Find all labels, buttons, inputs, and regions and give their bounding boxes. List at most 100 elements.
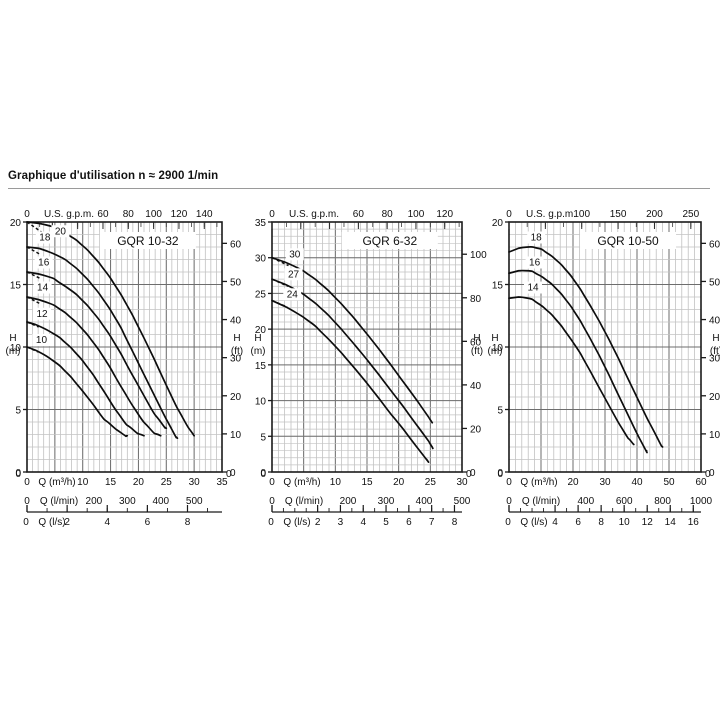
top-axis-tick-label: 0 bbox=[24, 209, 30, 220]
lmin-tick-label: 300 bbox=[119, 496, 136, 507]
left-axis-tick-label: 5 bbox=[260, 432, 266, 443]
right-axis-tick-label: 60 bbox=[709, 239, 720, 250]
bottom-axis-q-m3h: 0 00 10 15 20 25 30Q (m³/h) bbox=[260, 469, 472, 488]
curve-label: 18 bbox=[39, 233, 51, 244]
bottom-axis-name: Q (m³/h) bbox=[283, 477, 320, 488]
ls-tick-label: 10 bbox=[619, 517, 631, 528]
top-axis-tick-label: 80 bbox=[123, 209, 135, 220]
bottom-axis-tick-label: 30 bbox=[189, 477, 201, 488]
lmin-axis: 0 200 300 400 500 Q (l/min) bbox=[24, 496, 222, 513]
ls-tick-label: 4 bbox=[104, 517, 110, 528]
origin-label-right: 0 bbox=[705, 469, 711, 480]
bottom-axis-tick-label: 30 bbox=[599, 477, 611, 488]
bottom-axis-tick-label: 25 bbox=[425, 477, 437, 488]
left-axis-tick-label: 10 bbox=[10, 343, 22, 354]
bottom-axis-tick-label: 40 bbox=[631, 477, 643, 488]
ls-tick-label: 7 bbox=[429, 517, 435, 528]
lmin-tick-label: 400 bbox=[577, 496, 594, 507]
lmin-axis-name: Q (l/min) bbox=[522, 496, 560, 507]
right-axis-tick-label: 20 bbox=[230, 392, 242, 403]
model-label: GQR 6-32 bbox=[362, 234, 417, 248]
curve-label-bg bbox=[527, 231, 546, 244]
bottom-axis-tick-label: 60 bbox=[695, 477, 707, 488]
curve-label: 24 bbox=[287, 289, 299, 300]
top-axis-gpm: 0 60 80 100 120 U.S. g.p.m. bbox=[269, 209, 460, 229]
ls-tick-label: 12 bbox=[642, 517, 654, 528]
curve-label: 10 bbox=[36, 335, 48, 346]
origin-label-right: 0 bbox=[226, 469, 232, 480]
lmin-tick-label: 1000 bbox=[690, 496, 713, 507]
top-axis-gpm: 0 100 150 200 250 U.S. g.p.m. bbox=[506, 209, 700, 229]
curve-label: 14 bbox=[527, 283, 539, 294]
top-axis-tick-label: 150 bbox=[610, 209, 627, 220]
bottom-axis-tick-label: 20 bbox=[393, 477, 405, 488]
curves bbox=[508, 245, 664, 454]
page-title: Graphique d'utilisation n ≈ 2900 1/min bbox=[8, 170, 219, 182]
left-axis-name-unit: (m) bbox=[488, 346, 503, 357]
plot-frame bbox=[271, 221, 463, 473]
right-axis-name-unit: (ft) bbox=[231, 346, 243, 357]
lmin-axis-name: Q (l/min) bbox=[285, 496, 323, 507]
top-axis-tick-label: 120 bbox=[436, 209, 453, 220]
right-axis-tick-label: 20 bbox=[470, 424, 482, 435]
ls-tick-label: 5 bbox=[383, 517, 389, 528]
right-axis-tick-label: 30 bbox=[709, 354, 720, 365]
right-axis-tick-label: 10 bbox=[230, 430, 242, 441]
left-axis-name-unit: (m) bbox=[6, 346, 21, 357]
right-axis-tick-label: 0 bbox=[230, 468, 236, 479]
right-axis-name-h: H bbox=[233, 333, 240, 344]
left-axis-tick-label: 30 bbox=[255, 254, 267, 265]
lmin-tick-label: 0 bbox=[24, 496, 30, 507]
left-axis-name-h: H bbox=[254, 333, 261, 344]
bottom-axis-tick-label: 20 bbox=[567, 477, 579, 488]
bottom-axis-name: Q (m³/h) bbox=[38, 477, 75, 488]
curve-16 bbox=[508, 269, 648, 454]
top-axis-tick-label: 250 bbox=[682, 209, 699, 220]
curve-27 bbox=[271, 278, 434, 450]
right-axis-tick-label: 40 bbox=[470, 381, 482, 392]
model-label-bg bbox=[341, 232, 438, 249]
curve-labels: 14 16 18 bbox=[524, 231, 546, 294]
ls-origin-label: 0 bbox=[23, 517, 29, 528]
bottom-axis-q-m3h: 0 00 10 15 20 25 30 35Q (m³/h) bbox=[15, 469, 232, 488]
curve-label: 20 bbox=[55, 226, 67, 237]
left-axis-h-m: 0 5 10 15 20 25 30 35 H (m) bbox=[251, 218, 272, 479]
curve-label-bg bbox=[283, 288, 302, 301]
top-axis-tick-label: 100 bbox=[145, 209, 162, 220]
left-axis-tick-label: 20 bbox=[492, 218, 504, 229]
left-axis-tick-label: 35 bbox=[255, 218, 267, 229]
right-axis-tick-label: 10 bbox=[709, 430, 720, 441]
curve-label: 30 bbox=[289, 249, 301, 260]
right-axis-tick-label: 60 bbox=[470, 337, 482, 348]
curve-labels: 10 12 14 16 18 20 bbox=[32, 225, 70, 346]
ls-origin-label: 0 bbox=[268, 517, 274, 528]
left-axis-tick-label: 0 bbox=[15, 468, 21, 479]
right-axis-tick-label: 0 bbox=[709, 468, 715, 479]
left-axis-h-m: 0 5 10 15 20 H (m) bbox=[488, 218, 509, 479]
right-axis-h-ft: 0 10 20 30 40 50 60 H (ft) bbox=[701, 239, 720, 479]
curve-18 bbox=[508, 245, 664, 448]
right-axis-tick-label: 30 bbox=[230, 354, 242, 365]
curve-16 bbox=[26, 271, 168, 430]
top-axis-name: U.S. g.p.m. bbox=[526, 209, 576, 220]
curve-14 bbox=[508, 296, 635, 446]
lmin-tick-label: 400 bbox=[152, 496, 169, 507]
ls-axis-name: Q (l/s) bbox=[283, 517, 310, 528]
ls-tick-label: 4 bbox=[552, 517, 558, 528]
bottom-axis-tick-label: 50 bbox=[663, 477, 675, 488]
charts-container: 0 60 80 100 120 140 U.S. g.p.m. 0 5 10 15 20 H (m) 0 10… bbox=[0, 192, 720, 552]
lmin-tick-label: 500 bbox=[186, 496, 203, 507]
curve-10 bbox=[26, 346, 129, 438]
right-axis-h-ft: 0 20 40 60 80 100 H (ft) bbox=[462, 250, 487, 479]
bottom-axis-name: Q (m³/h) bbox=[520, 477, 557, 488]
right-axis-tick-label: 20 bbox=[709, 392, 720, 403]
left-axis-name-h: H bbox=[9, 333, 16, 344]
bottom-axis-tick-label: 20 bbox=[133, 477, 145, 488]
lmin-tick-label: 200 bbox=[340, 496, 357, 507]
model-label-bg bbox=[99, 232, 196, 249]
bottom-axis-tick-label: 35 bbox=[216, 477, 228, 488]
lmin-tick-label: 500 bbox=[454, 496, 471, 507]
